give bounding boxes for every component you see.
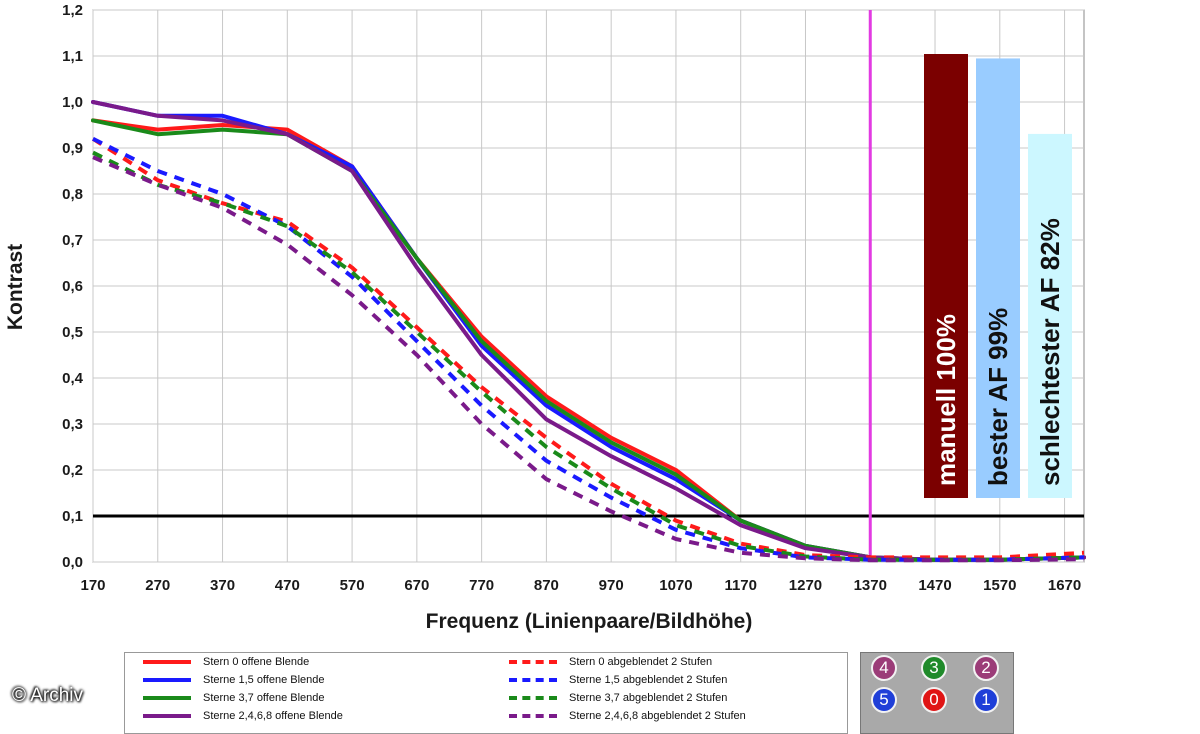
legend-label: Sterne 3,7 offene Blende [203,692,325,704]
legend-label: Sterne 2,4,6,8 offene Blende [203,710,343,722]
legend-item: Sterne 1,5 abgeblendet 2 Stufen [509,671,727,689]
quality-bar-label-2: schlechtester AF 82% [1035,218,1065,486]
y-tick-label: 0,8 [62,186,83,203]
legend-item: Sterne 2,4,6,8 offene Blende [143,707,343,725]
legend-swatch [509,696,557,700]
series-line-7 [92,155,1085,563]
legend-label: Sterne 2,4,6,8 abgeblendet 2 Stufen [569,710,746,722]
copyright-watermark: © Archiv [12,685,84,706]
y-tick-label: 1,1 [62,48,83,65]
star-marker: 2 [973,655,999,681]
legend-item: Sterne 2,4,6,8 abgeblendet 2 Stufen [509,707,746,725]
y-tick-label: 0,2 [62,462,83,479]
legend-swatch [509,660,557,664]
y-tick-label: 0,1 [62,508,83,525]
quality-bar-0 [924,54,968,498]
markers [93,10,1084,562]
x-tick-label: 1270 [789,577,822,594]
y-tick-label: 1,0 [62,94,83,111]
y-tick-label: 0,6 [62,278,83,295]
y-axis-title: Kontrast [4,244,27,330]
y-tick-label: 0,7 [62,232,83,249]
y-tick-label: 0,5 [62,324,83,341]
x-tick-label: 1170 [724,577,757,594]
quality-bars: manuell 100% bester AF 99% schlechtester A… [924,54,1072,499]
legend-item: Sterne 3,7 offene Blende [143,689,325,707]
x-tick-label: 1570 [983,577,1016,594]
x-tick-label: 470 [275,577,300,594]
x-tick-label: 570 [340,577,365,594]
series-line-5 [92,137,1085,562]
x-tick-label: 1070 [659,577,692,594]
y-tick-label: 0,4 [62,370,84,387]
legend-swatch [509,678,557,682]
quality-bar-label-0: manuell 100% [931,314,961,486]
quality-bar-2 [1028,133,1072,499]
y-tick-label: 0,3 [62,416,83,433]
legend-item: Stern 0 offene Blende [143,653,309,671]
x-tick-label: 970 [599,577,624,594]
y-tick-label: 1,2 [62,2,83,19]
series-line-4 [91,137,1085,560]
y-tick-label: 0,0 [62,554,83,571]
legend-swatch [509,714,557,718]
x-tick-label: 1470 [918,577,951,594]
x-tick-label: 170 [80,577,105,594]
star-marker: 1 [973,687,999,713]
y-tick-label: 0,9 [62,140,83,157]
star-marker: 4 [871,655,897,681]
legend-item: Sterne 1,5 offene Blende [143,671,325,689]
star-marker: 0 [921,687,947,713]
legend-item: Stern 0 abgeblendet 2 Stufen [509,653,712,671]
x-tick-label: 770 [469,577,494,594]
x-tick-label: 370 [210,577,235,594]
legend-label: Sterne 3,7 abgeblendet 2 Stufen [569,692,728,704]
legend-label: Sterne 1,5 abgeblendet 2 Stufen [569,674,728,686]
x-tick-label: 670 [404,577,429,594]
x-tick-label: 270 [145,577,170,594]
x-tick-label: 870 [534,577,559,594]
legend-swatch [143,660,191,664]
series-lines [91,100,1086,563]
legend-label: Sterne 1,5 offene Blende [203,674,325,686]
quality-bar-1 [976,58,1020,498]
star-marker: 5 [871,687,897,713]
x-axis-title: Frequenz (Linienpaare/Bildhöhe) [426,610,753,633]
x-tick-label: 1370 [854,577,887,594]
axes: 170 270 370 470 570 670 770 870 970 1070 1170 1270 1… [62,2,1081,594]
x-tick-label: 1670 [1048,577,1081,594]
legend-item: Sterne 3,7 abgeblendet 2 Stufen [509,689,727,707]
legend-swatch [143,714,191,718]
quality-bar-label-1: bester AF 99% [983,308,1013,486]
legend: Stern 0 offene Blende Stern 0 abgeblendet… [124,652,848,734]
legend-swatch [143,696,191,700]
legend-label: Stern 0 abgeblendet 2 Stufen [569,656,713,668]
legend-label: Stern 0 offene Blende [203,656,310,668]
star-marker: 3 [921,655,947,681]
legend-swatch [143,678,191,682]
